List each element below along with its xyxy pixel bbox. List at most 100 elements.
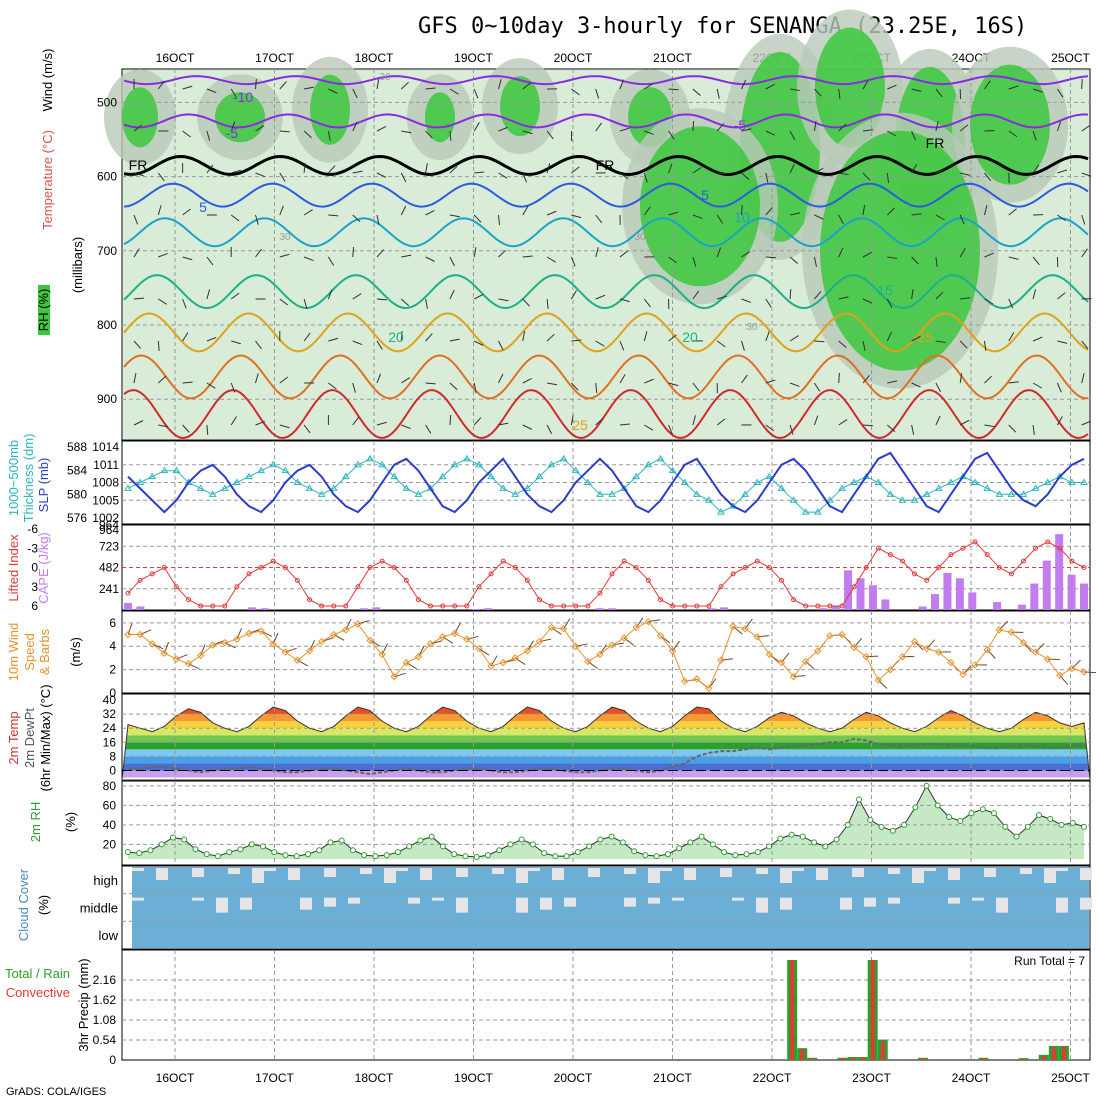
- wind-barb: [692, 382, 700, 392]
- wind-speed-point: [414, 653, 423, 661]
- thickness-point: [1068, 478, 1076, 485]
- li-point: [561, 603, 567, 609]
- wind-barb: [935, 88, 943, 98]
- wind-barb: [449, 165, 458, 174]
- axis-label-line: (%): [63, 812, 78, 832]
- wind-barb: [400, 330, 403, 342]
- wind-barb: [304, 86, 315, 90]
- wind-barb: [644, 424, 654, 431]
- wind-barb: [814, 88, 822, 97]
- li-point: [1033, 545, 1039, 551]
- wind-barb: [206, 289, 211, 300]
- wind-speed-point: [1007, 628, 1016, 636]
- wind-barb: [571, 166, 580, 174]
- rh2m-point: [428, 833, 435, 840]
- wind-barb: [648, 619, 661, 623]
- li-point: [476, 584, 482, 590]
- precip-conv-bar: [1021, 1058, 1026, 1060]
- wind-barb: [838, 296, 849, 300]
- top-date-label: 17OCT: [255, 51, 294, 65]
- wind-speed-point: [463, 635, 471, 643]
- axis-label-line: (millibars): [70, 237, 85, 293]
- li-tick: -6: [27, 522, 38, 536]
- li-point: [597, 590, 603, 596]
- wind-speed-point: [487, 662, 495, 670]
- rain-conv-label: Convective: [6, 985, 70, 1000]
- wind-barb: [546, 130, 554, 140]
- wind-tick: 4: [109, 639, 116, 653]
- rh2m-point: [169, 834, 176, 841]
- rh2m-point: [698, 833, 705, 840]
- wind-speed-point: [136, 630, 144, 639]
- wind-barb: [1032, 382, 1043, 389]
- slp-tick: 1005: [92, 493, 119, 507]
- wind-speed-point: [511, 654, 519, 662]
- bottom-date-label: 21OCT: [653, 1071, 692, 1085]
- wind-barb: [376, 126, 387, 132]
- thickness-point: [499, 484, 508, 491]
- li-point: [718, 584, 724, 590]
- thickness-point: [741, 490, 750, 497]
- rh2m-point: [507, 841, 514, 848]
- cloud-high-cell: [756, 868, 768, 874]
- thickness-point: [789, 496, 798, 503]
- wind-barb: [255, 248, 262, 258]
- wind-barb: [473, 122, 480, 132]
- rh2m-point: [788, 831, 795, 838]
- cloud-high-cell: [984, 868, 996, 877]
- rh2m-point: [912, 804, 919, 811]
- wind-barb: [668, 334, 677, 342]
- wind-barb: [498, 298, 509, 302]
- cloud-middle-cell: [540, 897, 552, 910]
- wind-barb: [133, 214, 139, 225]
- li-point: [331, 603, 337, 609]
- wind-barb: [814, 167, 824, 174]
- isotherm-line: [123, 312, 1089, 353]
- li-point: [645, 577, 651, 583]
- rh2m-point: [968, 810, 975, 817]
- wind-barb: [449, 414, 452, 426]
- cloud-middle-cell: [324, 897, 336, 907]
- isotherm-line: [123, 113, 1089, 129]
- wind-speed-point: [898, 653, 907, 661]
- wind-barb: [935, 382, 942, 393]
- slp-tick: 1011: [93, 458, 119, 472]
- wind-speed-point: [281, 648, 290, 656]
- wind-barb: [1032, 424, 1035, 435]
- wind-barb: [230, 382, 236, 393]
- wind-barb: [765, 172, 769, 183]
- rh-green-area: [970, 64, 1050, 185]
- li-point: [524, 577, 530, 583]
- thickness-point: [269, 460, 278, 468]
- wind-barb: [959, 419, 970, 426]
- wind-barb: [741, 79, 747, 90]
- wind-barb: [668, 88, 679, 91]
- wind-barb: [1056, 382, 1062, 393]
- wind-speed-point: [1043, 655, 1052, 663]
- cloud-high-cell: [288, 868, 300, 880]
- li-tick: 0: [31, 561, 38, 575]
- cloud-high-cell: [528, 868, 540, 871]
- thickness-point: [717, 508, 725, 515]
- wind-speed-point: [402, 658, 411, 667]
- li-point: [536, 597, 542, 603]
- precip-conv-bar: [981, 1058, 986, 1060]
- wind-barb: [401, 424, 411, 430]
- rh2m-point: [754, 849, 761, 856]
- rh2m-point: [259, 843, 266, 850]
- contour-label: FR: [129, 157, 148, 173]
- wind-barb: [692, 120, 695, 132]
- cloud-high-cell: [264, 868, 276, 871]
- wind-speed-point: [184, 660, 193, 668]
- cloud-high-cell: [1056, 868, 1068, 871]
- rh-green-area: [215, 92, 265, 143]
- wind-barb: [328, 165, 336, 174]
- thickness-point: [668, 466, 677, 474]
- rain-total-label: Total / Rain: [5, 966, 70, 981]
- wind-barb: [182, 298, 187, 309]
- wind-barb: [720, 658, 733, 661]
- li-point: [428, 603, 434, 609]
- cloud-high-cell: [396, 868, 408, 871]
- wind-speed-point: [305, 647, 314, 655]
- wind-barb: [279, 253, 290, 258]
